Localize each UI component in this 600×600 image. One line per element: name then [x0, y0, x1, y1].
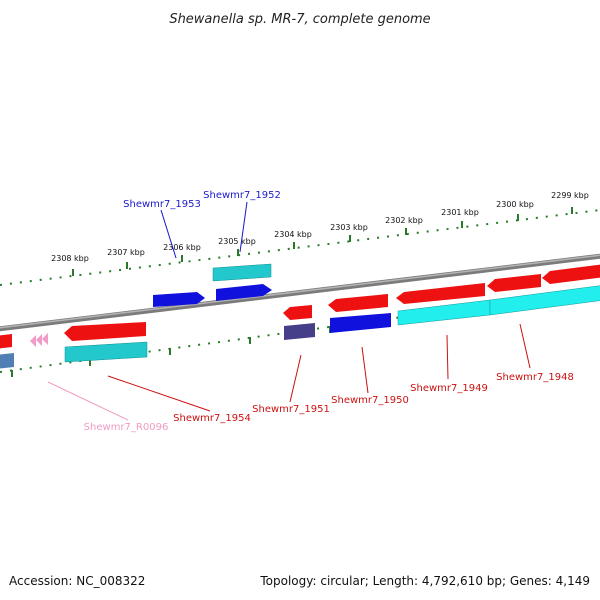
leader-1951 — [289, 354, 302, 403]
gene-labels: Shewmr7_1953 Shewmr7_1952 Shewmr7_1954 S… — [84, 190, 574, 433]
scale-label: 2304 kbp — [274, 230, 312, 239]
scale-label: 2308 kbp — [51, 254, 89, 263]
backbone-arc — [0, 253, 600, 332]
gene-navy-1951[interactable] — [284, 323, 315, 340]
genome-backbone — [0, 253, 600, 332]
chevron-1 — [30, 335, 36, 347]
gene-blue-1950[interactable] — [330, 313, 391, 333]
gene-label[interactable]: Shewmr7_1949 — [410, 383, 488, 394]
leader-1949 — [446, 334, 449, 380]
map-title: Shewanella sp. MR-7, complete genome — [169, 12, 430, 27]
gene-cyan-upper[interactable] — [212, 263, 272, 282]
gene-shewmr7-1950-upper[interactable] — [328, 294, 388, 312]
outer-tick-dotted-line — [0, 209, 600, 286]
gene-shewmr7-1948-upper[interactable] — [487, 274, 541, 292]
gene-label[interactable]: Shewmr7_R0096 — [84, 422, 169, 433]
gene-label[interactable]: Shewmr7_1950 — [331, 395, 409, 406]
gene-red-left-edge[interactable] — [0, 334, 12, 349]
gene-label[interactable]: Shewmr7_1953 — [123, 199, 201, 210]
leader-1953 — [160, 209, 177, 259]
chevron-2 — [36, 334, 42, 346]
rrna-chevrons — [30, 333, 48, 347]
scale-label: 2299 kbp — [551, 191, 589, 200]
gene-label[interactable]: Shewmr7_1952 — [203, 190, 281, 201]
reverse-strand-genes — [0, 285, 600, 369]
gene-shewmr7-1954[interactable] — [64, 322, 146, 341]
scale-label: 2306 kbp — [163, 243, 201, 252]
label-leaders — [47, 201, 531, 421]
scale-label: 2302 kbp — [385, 216, 423, 225]
leader-1948 — [519, 323, 531, 369]
scale-label: 2300 kbp — [496, 200, 534, 209]
outer-major-ticks — [72, 207, 573, 276]
scale-label: 2307 kbp — [107, 248, 145, 257]
gene-label[interactable]: Shewmr7_1954 — [173, 413, 251, 424]
gene-shewmr7-1952[interactable] — [216, 284, 272, 301]
outer-scale-labels: 2308 kbp 2307 kbp 2306 kbp 2305 kbp 2304… — [51, 191, 589, 263]
leader-1952 — [239, 201, 248, 253]
forward-strand-genes — [0, 263, 600, 349]
scale-label: 2301 kbp — [441, 208, 479, 217]
gene-shewmr7-1953[interactable] — [153, 292, 205, 307]
gene-steel-left-edge[interactable] — [0, 353, 14, 369]
leader-1950 — [361, 346, 369, 394]
backbone-highlight — [0, 254, 600, 329]
leader-r0096 — [47, 381, 129, 421]
gene-label[interactable]: Shewmr7_1948 — [496, 372, 574, 383]
gene-shewmr7-1951-upper[interactable] — [283, 305, 312, 320]
scale-label: 2305 kbp — [218, 237, 256, 246]
gene-cyan-1948[interactable] — [489, 285, 600, 316]
accession-text: Accession: NC_008322 — [9, 574, 145, 588]
leader-1954 — [107, 375, 211, 412]
scale-label: 2303 kbp — [330, 223, 368, 232]
gene-shewmr7-1949-upper[interactable] — [396, 283, 485, 304]
chevron-3 — [42, 333, 48, 345]
gene-cyan-1954[interactable] — [64, 341, 148, 363]
gene-cyan-1949[interactable] — [397, 299, 491, 326]
outer-tick-scale: 2308 kbp 2307 kbp 2306 kbp 2305 kbp 2304… — [0, 191, 600, 286]
topology-text: Topology: circular; Length: 4,792,610 bp… — [259, 574, 590, 588]
gene-red-right-edge[interactable] — [542, 264, 600, 284]
gene-label[interactable]: Shewmr7_1951 — [252, 404, 330, 415]
